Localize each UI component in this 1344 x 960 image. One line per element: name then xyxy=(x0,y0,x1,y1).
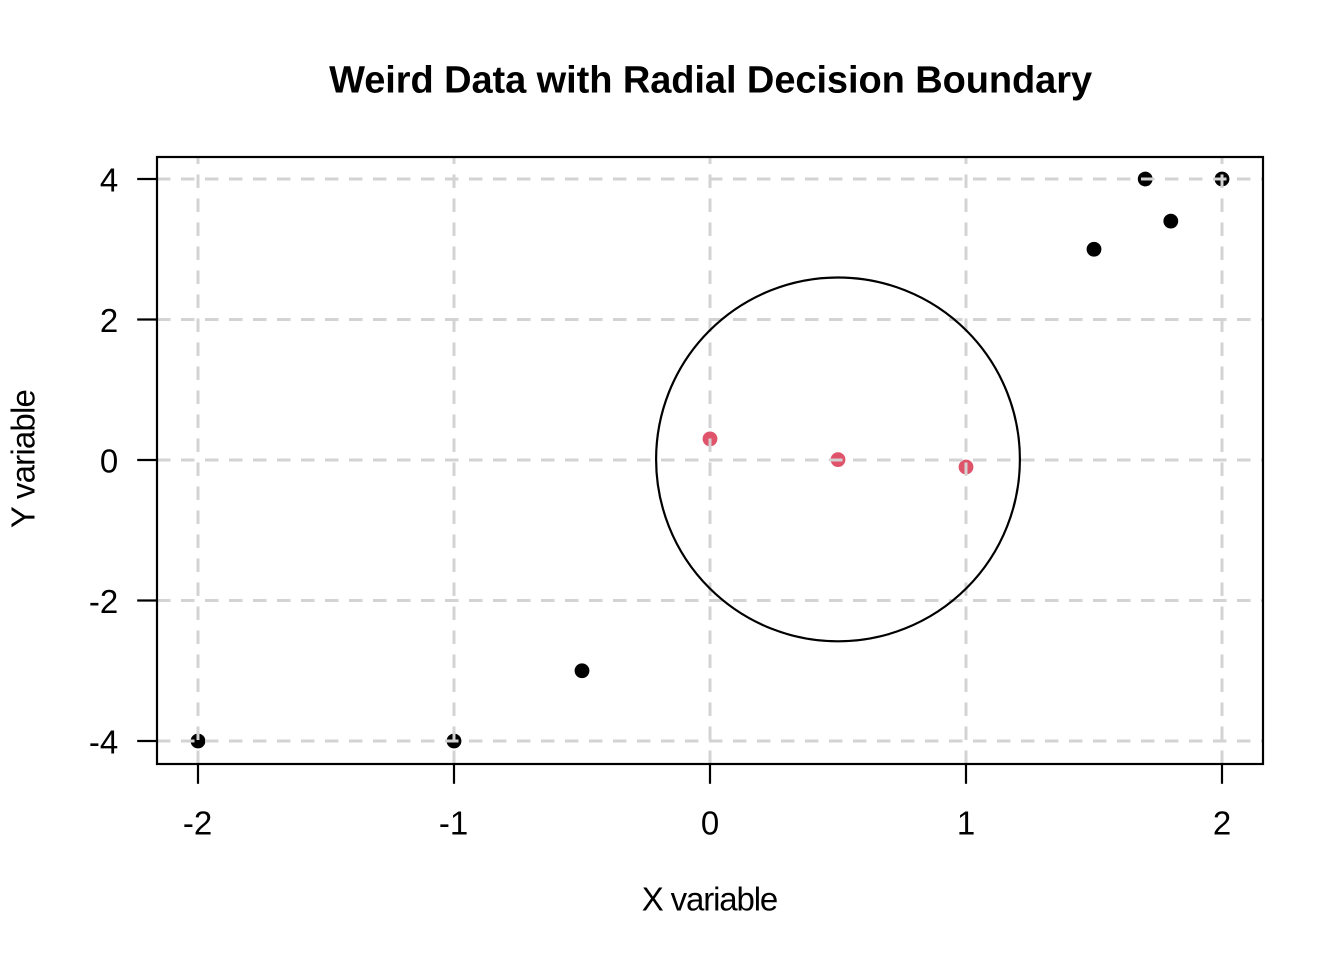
svg-text:2: 2 xyxy=(1213,805,1231,842)
svg-text:Weird Data with Radial Decisio: Weird Data with Radial Decision Boundary xyxy=(329,60,1092,102)
svg-text:4: 4 xyxy=(100,162,118,199)
svg-text:0: 0 xyxy=(100,443,118,480)
svg-text:-2: -2 xyxy=(183,805,212,842)
svg-text:2: 2 xyxy=(100,302,118,339)
svg-text:-2: -2 xyxy=(89,583,118,620)
svg-text:X variable: X variable xyxy=(642,881,779,918)
svg-text:0: 0 xyxy=(701,805,719,842)
svg-text:-4: -4 xyxy=(89,724,118,761)
svg-text:-1: -1 xyxy=(439,805,468,842)
svg-text:1: 1 xyxy=(957,805,975,842)
svg-text:Y variable: Y variable xyxy=(5,389,42,528)
